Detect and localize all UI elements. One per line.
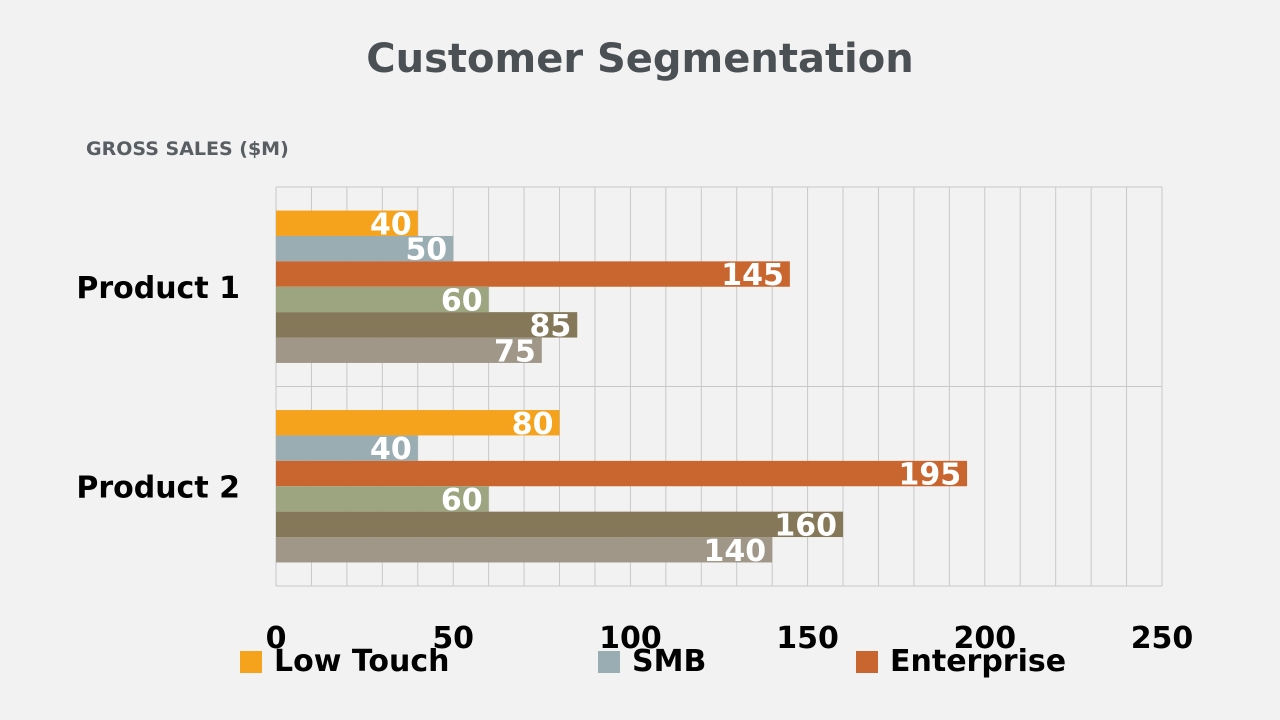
bar — [276, 511, 844, 538]
bar — [276, 235, 454, 262]
legend-item-enterprise: Enterprise — [856, 644, 1066, 679]
bar-data-label: 195 — [898, 458, 961, 493]
bar-data-label: 160 — [774, 508, 837, 543]
chart-title: Customer Segmentation — [366, 36, 914, 82]
legend-item-smb: SMB — [598, 644, 706, 679]
bar — [276, 210, 418, 236]
category-label: Product 1 — [76, 271, 240, 306]
bar — [276, 435, 418, 461]
bar — [276, 410, 560, 436]
legend-swatch-enterprise — [856, 650, 878, 673]
bar — [276, 460, 968, 487]
bar-data-label: 140 — [704, 534, 767, 569]
legend-swatch-smb — [598, 650, 620, 673]
legend: Low Touch SMB Enterprise — [0, 644, 1280, 680]
x-tick-label: 250 — [1131, 621, 1194, 656]
bar — [276, 537, 773, 563]
bar-data-label: 145 — [721, 258, 784, 293]
x-tick-label: 200 — [953, 621, 1016, 656]
bar-data-label: 80 — [512, 407, 554, 442]
legend-label-low-touch: Low Touch — [274, 644, 450, 679]
bar — [276, 312, 578, 338]
bar — [276, 286, 489, 313]
bar — [276, 261, 790, 287]
legend-item-low-touch: Low Touch — [240, 644, 449, 679]
y-axis-label: GROSS SALES ($M) — [86, 138, 289, 160]
x-tick-label: 150 — [776, 621, 839, 656]
legend-label-enterprise: Enterprise — [890, 644, 1067, 679]
x-tick-label: 50 — [432, 621, 474, 656]
x-tick-label: 100 — [599, 621, 662, 656]
bar — [276, 337, 542, 363]
bar — [276, 486, 489, 512]
x-tick-label: 0 — [266, 621, 287, 656]
category-label: Product 2 — [76, 470, 240, 505]
legend-swatch-low-touch — [240, 650, 262, 673]
legend-label-smb: SMB — [632, 644, 707, 679]
bar-data-label: 75 — [494, 334, 536, 369]
